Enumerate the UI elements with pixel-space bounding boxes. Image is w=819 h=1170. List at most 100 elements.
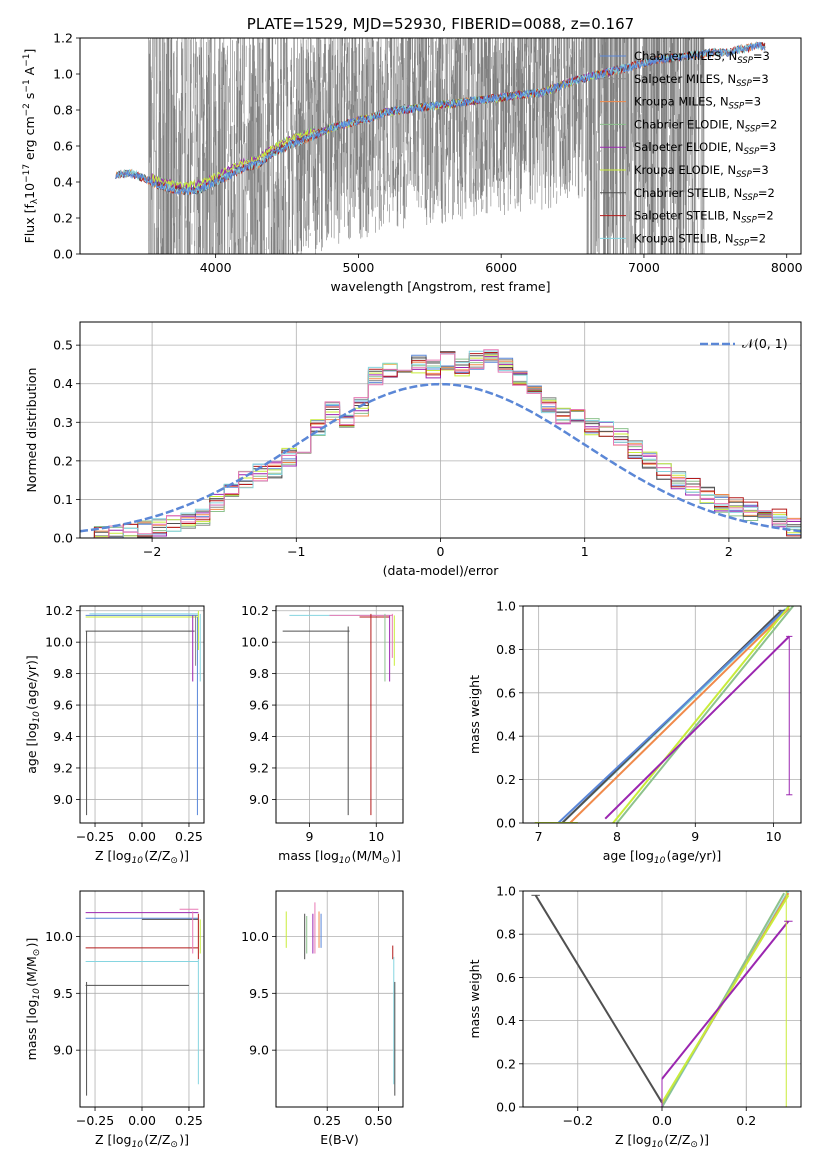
y-tick-label: 1.0 [496, 884, 516, 899]
legend-entry: Kroupa MILES, NSSP=3 [634, 95, 761, 112]
axes-frame [522, 605, 802, 824]
y-tick-label: 9.0 [53, 792, 73, 807]
legend-entry: Salpeter STELIB, NSSP=2 [634, 209, 774, 226]
plot-area [534, 606, 794, 823]
x-tick-label: 0.25 [175, 829, 203, 844]
y-tick-label: 9.0 [53, 1043, 73, 1058]
y-tick-label: 0.0 [53, 247, 73, 262]
chart-title: PLATE=1529, MJD=52930, FIBERID=0088, z=0… [247, 15, 634, 33]
x-tick-label: 8000 [771, 260, 803, 275]
y-axis-label: Flux [fλ10−17 erg cm−2 s−1 A−1] [22, 49, 40, 244]
x-tick-label: 6000 [485, 260, 517, 275]
y-tick-label: 9.0 [249, 792, 269, 807]
y-tick-label: 9.4 [53, 729, 73, 744]
axes-frame [275, 890, 404, 1108]
y-tick-label: 10.2 [241, 603, 269, 618]
y-tick-label: 0.1 [53, 492, 73, 507]
y-tick-label: 0.2 [496, 1056, 516, 1071]
y-tick-label: 0.6 [496, 685, 516, 700]
panel-residuals: −2 −1 0 1 2 0.0 0.1 0.2 0.3 0.4 0.5 (data-model)/er… [24, 321, 802, 578]
y-tick-label: 0.2 [53, 453, 73, 468]
x-tick-label: 0 [437, 544, 445, 559]
y-axis-label: mass weight [467, 675, 482, 754]
x-tick-label: −0.25 [76, 829, 114, 844]
y-axis-label: mass weight [467, 959, 482, 1038]
y-tick-label: 10.0 [241, 929, 269, 944]
panel-massweight-vs-Z: −0.2 0.0 0.2 0.0 0.2 0.4 0.6 0.8 1.0 Z [log10 (Z/… [467, 884, 802, 1150]
x-axis-label: Z [log10 (Z/Z⊙ )] [95, 848, 189, 866]
x-tick-label: −2 [143, 544, 161, 559]
axes-frame [275, 605, 404, 824]
y-tick-label: 0.3 [53, 415, 73, 430]
y-tick-label: 0.8 [496, 927, 516, 942]
legend-entry: Chabrier MILES, NSSP=3 [634, 49, 770, 66]
model-spectrum-chabrier-miles [115, 41, 766, 196]
x-tick-label: 10 [766, 829, 782, 844]
x-tick-label: 7 [535, 829, 543, 844]
x-tick-label: 2 [725, 544, 733, 559]
x-tick-label: 0.00 [128, 829, 156, 844]
mass-weight-line [569, 607, 790, 823]
y-axis-label: Normed distribution [24, 368, 39, 493]
panel-age-vs-mass: 9 10 9.0 9.2 9.4 9.6 9.8 10.0 10.2 mass [log10 (M… [241, 603, 404, 866]
y-tick-label: 0.0 [496, 816, 516, 831]
normal-curve [80, 382, 801, 533]
plot-area [285, 902, 396, 1096]
legend-entry: Chabrier STELIB, NSSP=2 [634, 186, 775, 203]
y-tick-label: 1.0 [53, 67, 73, 82]
x-tick-label: −0.2 [563, 1113, 593, 1128]
x-axis-label: Z [log10 (Z/Z⊙ )] [95, 1132, 189, 1150]
y-tick-label: 9.6 [53, 698, 73, 713]
x-axis-label: E(B-V) [320, 1132, 359, 1147]
mass-weight-line [534, 894, 663, 1104]
x-tick-label: 0.25 [313, 1113, 341, 1128]
legend-entry: 𝒩(0, 1) [742, 336, 788, 351]
y-tick-label: 9.2 [53, 760, 73, 775]
panel-age-vs-Z: −0.25 0.00 0.25 9.0 9.2 9.4 9.6 9.8 10.0 10.2 Z [l… [24, 603, 205, 866]
mass-weight-line [604, 635, 790, 820]
y-axis-label: age [log10 (age/yr)] [24, 655, 42, 774]
x-tick-label: 8 [613, 829, 621, 844]
x-tick-label: 0.50 [364, 1113, 392, 1128]
plot-area [85, 908, 201, 1096]
y-tick-label: 0.6 [496, 970, 516, 985]
x-tick-label: 9 [305, 829, 313, 844]
y-tick-label: 0.2 [496, 772, 516, 787]
panel-spectrum: 4000 5000 6000 7000 8000 0.0 0.2 0.4 0.6 0.8 1.0 1.… [53, 31, 803, 295]
y-tick-label: 9.8 [249, 666, 269, 681]
y-tick-label: 0.5 [53, 338, 73, 353]
panel-mass-vs-Z: −0.25 0.00 0.25 9.0 9.5 10.0 Z [log10 (Z/Z⊙ )]… [24, 890, 205, 1150]
y-tick-label: 1.2 [53, 31, 73, 46]
x-tick-label: 5000 [342, 260, 374, 275]
x-axis-label: wavelength [Angstrom, rest frame] [330, 279, 550, 294]
y-tick-label: 9.5 [53, 986, 73, 1001]
y-tick-label: 10.2 [45, 603, 73, 618]
axes-frame [522, 890, 802, 1108]
x-tick-label: 0.25 [175, 1113, 203, 1128]
x-tick-label: 7000 [628, 260, 660, 275]
plot-area [85, 610, 201, 816]
y-tick-label: 0.4 [53, 175, 73, 190]
y-tick-label: 0.0 [496, 1100, 516, 1115]
plot-area [115, 38, 766, 254]
x-tick-label: 0.0 [652, 1113, 672, 1128]
axes-frame [79, 890, 205, 1108]
y-tick-label: 0.4 [53, 376, 73, 391]
mass-weight-line [616, 606, 794, 823]
mass-weight-line [557, 608, 787, 823]
y-tick-label: 10.0 [45, 929, 73, 944]
x-axis-label: age [log10 (age/yr)] [603, 848, 722, 866]
panel-massweight-vs-age: 7 8 9 10 0.0 0.2 0.4 0.6 0.8 1.0 age [log10 (age/y… [467, 599, 802, 866]
mass-weight-line [612, 606, 791, 823]
axes-frame [79, 605, 205, 824]
plot-area [282, 613, 395, 816]
y-tick-label: 9.0 [249, 1043, 269, 1058]
y-tick-label: 0.8 [496, 642, 516, 657]
x-tick-label: 1 [581, 544, 589, 559]
x-axis-label: (data-model)/error [383, 563, 500, 578]
y-tick-label: 0.2 [53, 211, 73, 226]
y-axis-label: mass [log10 (M/M⊙ )] [24, 938, 42, 1061]
y-tick-label: 0.4 [496, 729, 516, 744]
legend-entry: Chabrier ELODIE, NSSP=2 [634, 117, 777, 134]
